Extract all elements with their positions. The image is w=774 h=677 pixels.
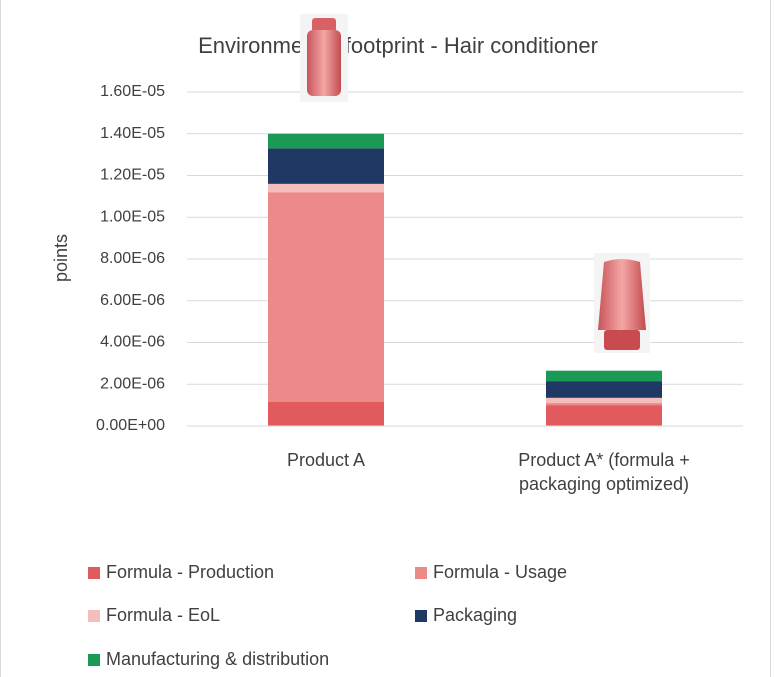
x-tick-label: Product A <box>226 448 426 472</box>
x-tick-label: Product A* (formula + packaging optimize… <box>504 448 704 496</box>
chart: Environmental footprint - Hair condition… <box>0 0 774 677</box>
y-tick-label: 2.00E-06 <box>100 375 165 392</box>
legend-swatch <box>415 567 427 579</box>
y-tick-label: 1.40E-05 <box>100 125 165 142</box>
y-tick-label: 0.00E+00 <box>96 417 165 434</box>
y-tick-label: 6.00E-06 <box>100 292 165 309</box>
y-tick-label: 1.20E-05 <box>100 167 165 184</box>
legend-swatch <box>88 610 100 622</box>
legend-label: Formula - EoL <box>106 605 220 625</box>
y-tick-label: 1.60E-05 <box>100 83 165 100</box>
bar-segment <box>546 403 662 405</box>
legend-label: Formula - Usage <box>433 562 567 582</box>
legend-swatch <box>415 610 427 622</box>
y-axis-label: points <box>51 234 71 282</box>
bar-segment <box>546 398 662 403</box>
y-tick-label: 1.00E-05 <box>100 208 165 225</box>
chart-title: Environmental footprint - Hair condition… <box>198 33 598 58</box>
legend-swatch <box>88 654 100 666</box>
bar-segment <box>546 381 662 398</box>
y-tick-label: 4.00E-06 <box>100 334 165 351</box>
legend-label: Manufacturing & distribution <box>106 649 329 669</box>
page: Environmental footprint - Hair condition… <box>0 0 774 677</box>
legend-swatch <box>88 567 100 579</box>
bar-segment <box>268 134 384 149</box>
bar-segment <box>268 148 384 183</box>
bar-segment <box>546 371 662 381</box>
bar-segment <box>268 184 384 192</box>
plot: 0.00E+00 2.00E-06 4.00E-06 6.00E-06 8.00E-06… <box>88 83 743 669</box>
y-tick-label: 8.00E-06 <box>100 250 165 267</box>
bar-segment <box>268 402 384 426</box>
product-image <box>594 253 650 353</box>
product-image <box>300 14 348 102</box>
bar-segment <box>546 405 662 426</box>
legend-label: Formula - Production <box>106 562 274 582</box>
legend-label: Packaging <box>433 605 517 625</box>
bar-segment <box>268 192 384 402</box>
